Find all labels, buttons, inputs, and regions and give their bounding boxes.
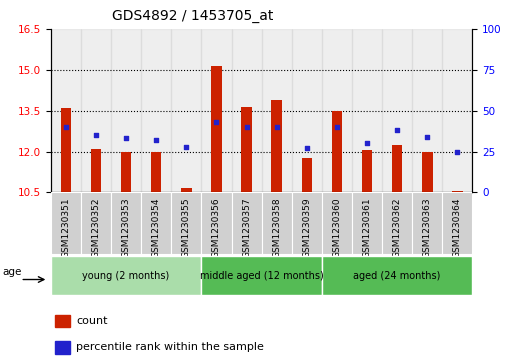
Text: GSM1230356: GSM1230356 xyxy=(212,197,221,258)
Text: GDS4892 / 1453705_at: GDS4892 / 1453705_at xyxy=(112,9,274,23)
Text: young (2 months): young (2 months) xyxy=(82,271,170,281)
Text: GSM1230363: GSM1230363 xyxy=(423,197,432,258)
Point xyxy=(92,132,100,138)
Text: middle aged (12 months): middle aged (12 months) xyxy=(200,271,324,281)
Bar xyxy=(232,29,262,192)
Text: GSM1230357: GSM1230357 xyxy=(242,197,251,258)
Point xyxy=(423,134,431,140)
Bar xyxy=(452,191,463,192)
Point xyxy=(62,124,70,130)
Bar xyxy=(141,29,171,192)
Text: aged (24 months): aged (24 months) xyxy=(354,271,441,281)
FancyBboxPatch shape xyxy=(141,192,171,254)
FancyBboxPatch shape xyxy=(412,192,442,254)
Bar xyxy=(262,29,292,192)
Text: GSM1230358: GSM1230358 xyxy=(272,197,281,258)
Bar xyxy=(412,29,442,192)
Bar xyxy=(81,29,111,192)
Point xyxy=(273,124,281,130)
Bar xyxy=(201,29,232,192)
Text: GSM1230355: GSM1230355 xyxy=(182,197,191,258)
Bar xyxy=(151,152,162,192)
Bar xyxy=(422,152,432,192)
FancyBboxPatch shape xyxy=(201,192,232,254)
Text: GSM1230361: GSM1230361 xyxy=(363,197,371,258)
FancyBboxPatch shape xyxy=(442,192,472,254)
FancyBboxPatch shape xyxy=(51,256,201,295)
Point xyxy=(152,137,160,143)
FancyBboxPatch shape xyxy=(201,256,322,295)
Text: GSM1230362: GSM1230362 xyxy=(393,197,402,258)
Bar xyxy=(91,149,101,192)
Bar xyxy=(60,108,71,192)
Text: GSM1230353: GSM1230353 xyxy=(121,197,131,258)
Bar xyxy=(362,150,372,192)
Bar xyxy=(292,29,322,192)
Bar xyxy=(241,107,252,192)
Text: count: count xyxy=(76,316,108,326)
Point xyxy=(453,149,461,155)
Point xyxy=(212,119,220,125)
Point xyxy=(303,145,311,151)
Point xyxy=(122,135,130,141)
Point xyxy=(182,144,190,150)
Bar xyxy=(121,152,132,192)
Bar xyxy=(332,111,342,192)
Point xyxy=(363,140,371,146)
FancyBboxPatch shape xyxy=(51,192,81,254)
Bar xyxy=(181,188,192,192)
Text: age: age xyxy=(3,267,22,277)
Bar xyxy=(322,29,352,192)
Text: GSM1230360: GSM1230360 xyxy=(332,197,341,258)
Bar xyxy=(51,29,81,192)
Bar xyxy=(271,100,282,192)
Text: GSM1230351: GSM1230351 xyxy=(61,197,71,258)
FancyBboxPatch shape xyxy=(262,192,292,254)
Bar xyxy=(55,315,70,327)
Bar xyxy=(111,29,141,192)
FancyBboxPatch shape xyxy=(322,256,472,295)
Point xyxy=(242,124,250,130)
FancyBboxPatch shape xyxy=(352,192,382,254)
Bar xyxy=(382,29,412,192)
Bar xyxy=(55,341,70,354)
FancyBboxPatch shape xyxy=(171,192,201,254)
Text: GSM1230352: GSM1230352 xyxy=(91,197,101,258)
Bar xyxy=(352,29,382,192)
Bar xyxy=(211,66,221,192)
FancyBboxPatch shape xyxy=(111,192,141,254)
FancyBboxPatch shape xyxy=(292,192,322,254)
Point xyxy=(393,127,401,133)
FancyBboxPatch shape xyxy=(322,192,352,254)
Text: percentile rank within the sample: percentile rank within the sample xyxy=(76,342,264,352)
FancyBboxPatch shape xyxy=(232,192,262,254)
Bar xyxy=(392,145,402,192)
Bar xyxy=(442,29,472,192)
Text: GSM1230354: GSM1230354 xyxy=(152,197,161,258)
Bar xyxy=(302,158,312,192)
Point xyxy=(333,124,341,130)
FancyBboxPatch shape xyxy=(382,192,412,254)
Text: GSM1230364: GSM1230364 xyxy=(453,197,462,258)
FancyBboxPatch shape xyxy=(81,192,111,254)
Bar xyxy=(171,29,201,192)
Text: GSM1230359: GSM1230359 xyxy=(302,197,311,258)
